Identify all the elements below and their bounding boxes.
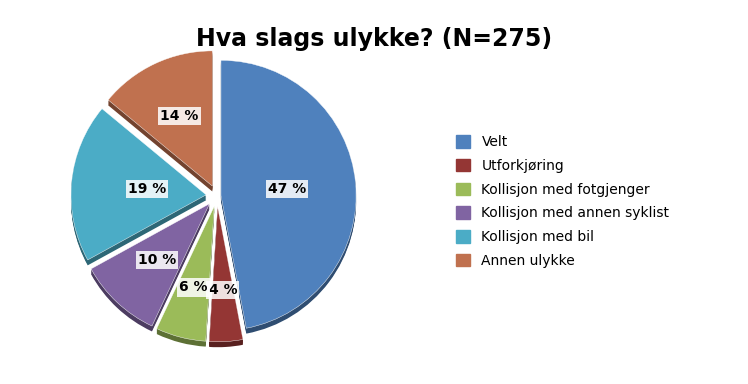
Wedge shape <box>221 65 356 333</box>
Wedge shape <box>156 212 214 347</box>
Wedge shape <box>156 206 214 341</box>
Wedge shape <box>91 209 209 331</box>
Wedge shape <box>91 206 209 328</box>
Wedge shape <box>108 55 212 190</box>
Wedge shape <box>71 114 206 265</box>
Wedge shape <box>156 208 214 343</box>
Wedge shape <box>156 209 214 344</box>
Wedge shape <box>91 205 209 328</box>
Wedge shape <box>156 211 214 346</box>
Wedge shape <box>108 53 212 189</box>
Text: 47 %: 47 % <box>268 182 306 196</box>
Wedge shape <box>209 209 243 344</box>
Wedge shape <box>71 112 206 263</box>
Wedge shape <box>91 207 209 329</box>
Wedge shape <box>108 56 212 192</box>
Wedge shape <box>209 211 243 346</box>
Wedge shape <box>221 63 356 331</box>
Text: 19 %: 19 % <box>128 182 166 196</box>
Wedge shape <box>108 51 212 186</box>
Wedge shape <box>221 60 356 328</box>
Text: Hva slags ulykke? (N=275): Hva slags ulykke? (N=275) <box>196 27 552 51</box>
Wedge shape <box>221 66 356 334</box>
Text: 6 %: 6 % <box>179 280 208 295</box>
Wedge shape <box>71 111 206 262</box>
Wedge shape <box>221 64 356 332</box>
Wedge shape <box>91 208 209 330</box>
Wedge shape <box>156 210 214 344</box>
Wedge shape <box>209 207 243 342</box>
Wedge shape <box>108 52 212 187</box>
Wedge shape <box>71 113 206 264</box>
Text: 10 %: 10 % <box>138 253 176 267</box>
Wedge shape <box>221 62 356 329</box>
Wedge shape <box>108 54 212 189</box>
Wedge shape <box>71 109 206 260</box>
Wedge shape <box>71 110 206 261</box>
Text: 4 %: 4 % <box>209 283 237 297</box>
Wedge shape <box>209 208 243 343</box>
Wedge shape <box>209 210 243 345</box>
Wedge shape <box>209 212 243 347</box>
Legend: Velt, Utforkjøring, Kollisjon med fotgjenger, Kollisjon med annen syklist, Kolli: Velt, Utforkjøring, Kollisjon med fotgje… <box>456 135 669 268</box>
Text: 14 %: 14 % <box>160 109 199 123</box>
Wedge shape <box>91 204 209 326</box>
